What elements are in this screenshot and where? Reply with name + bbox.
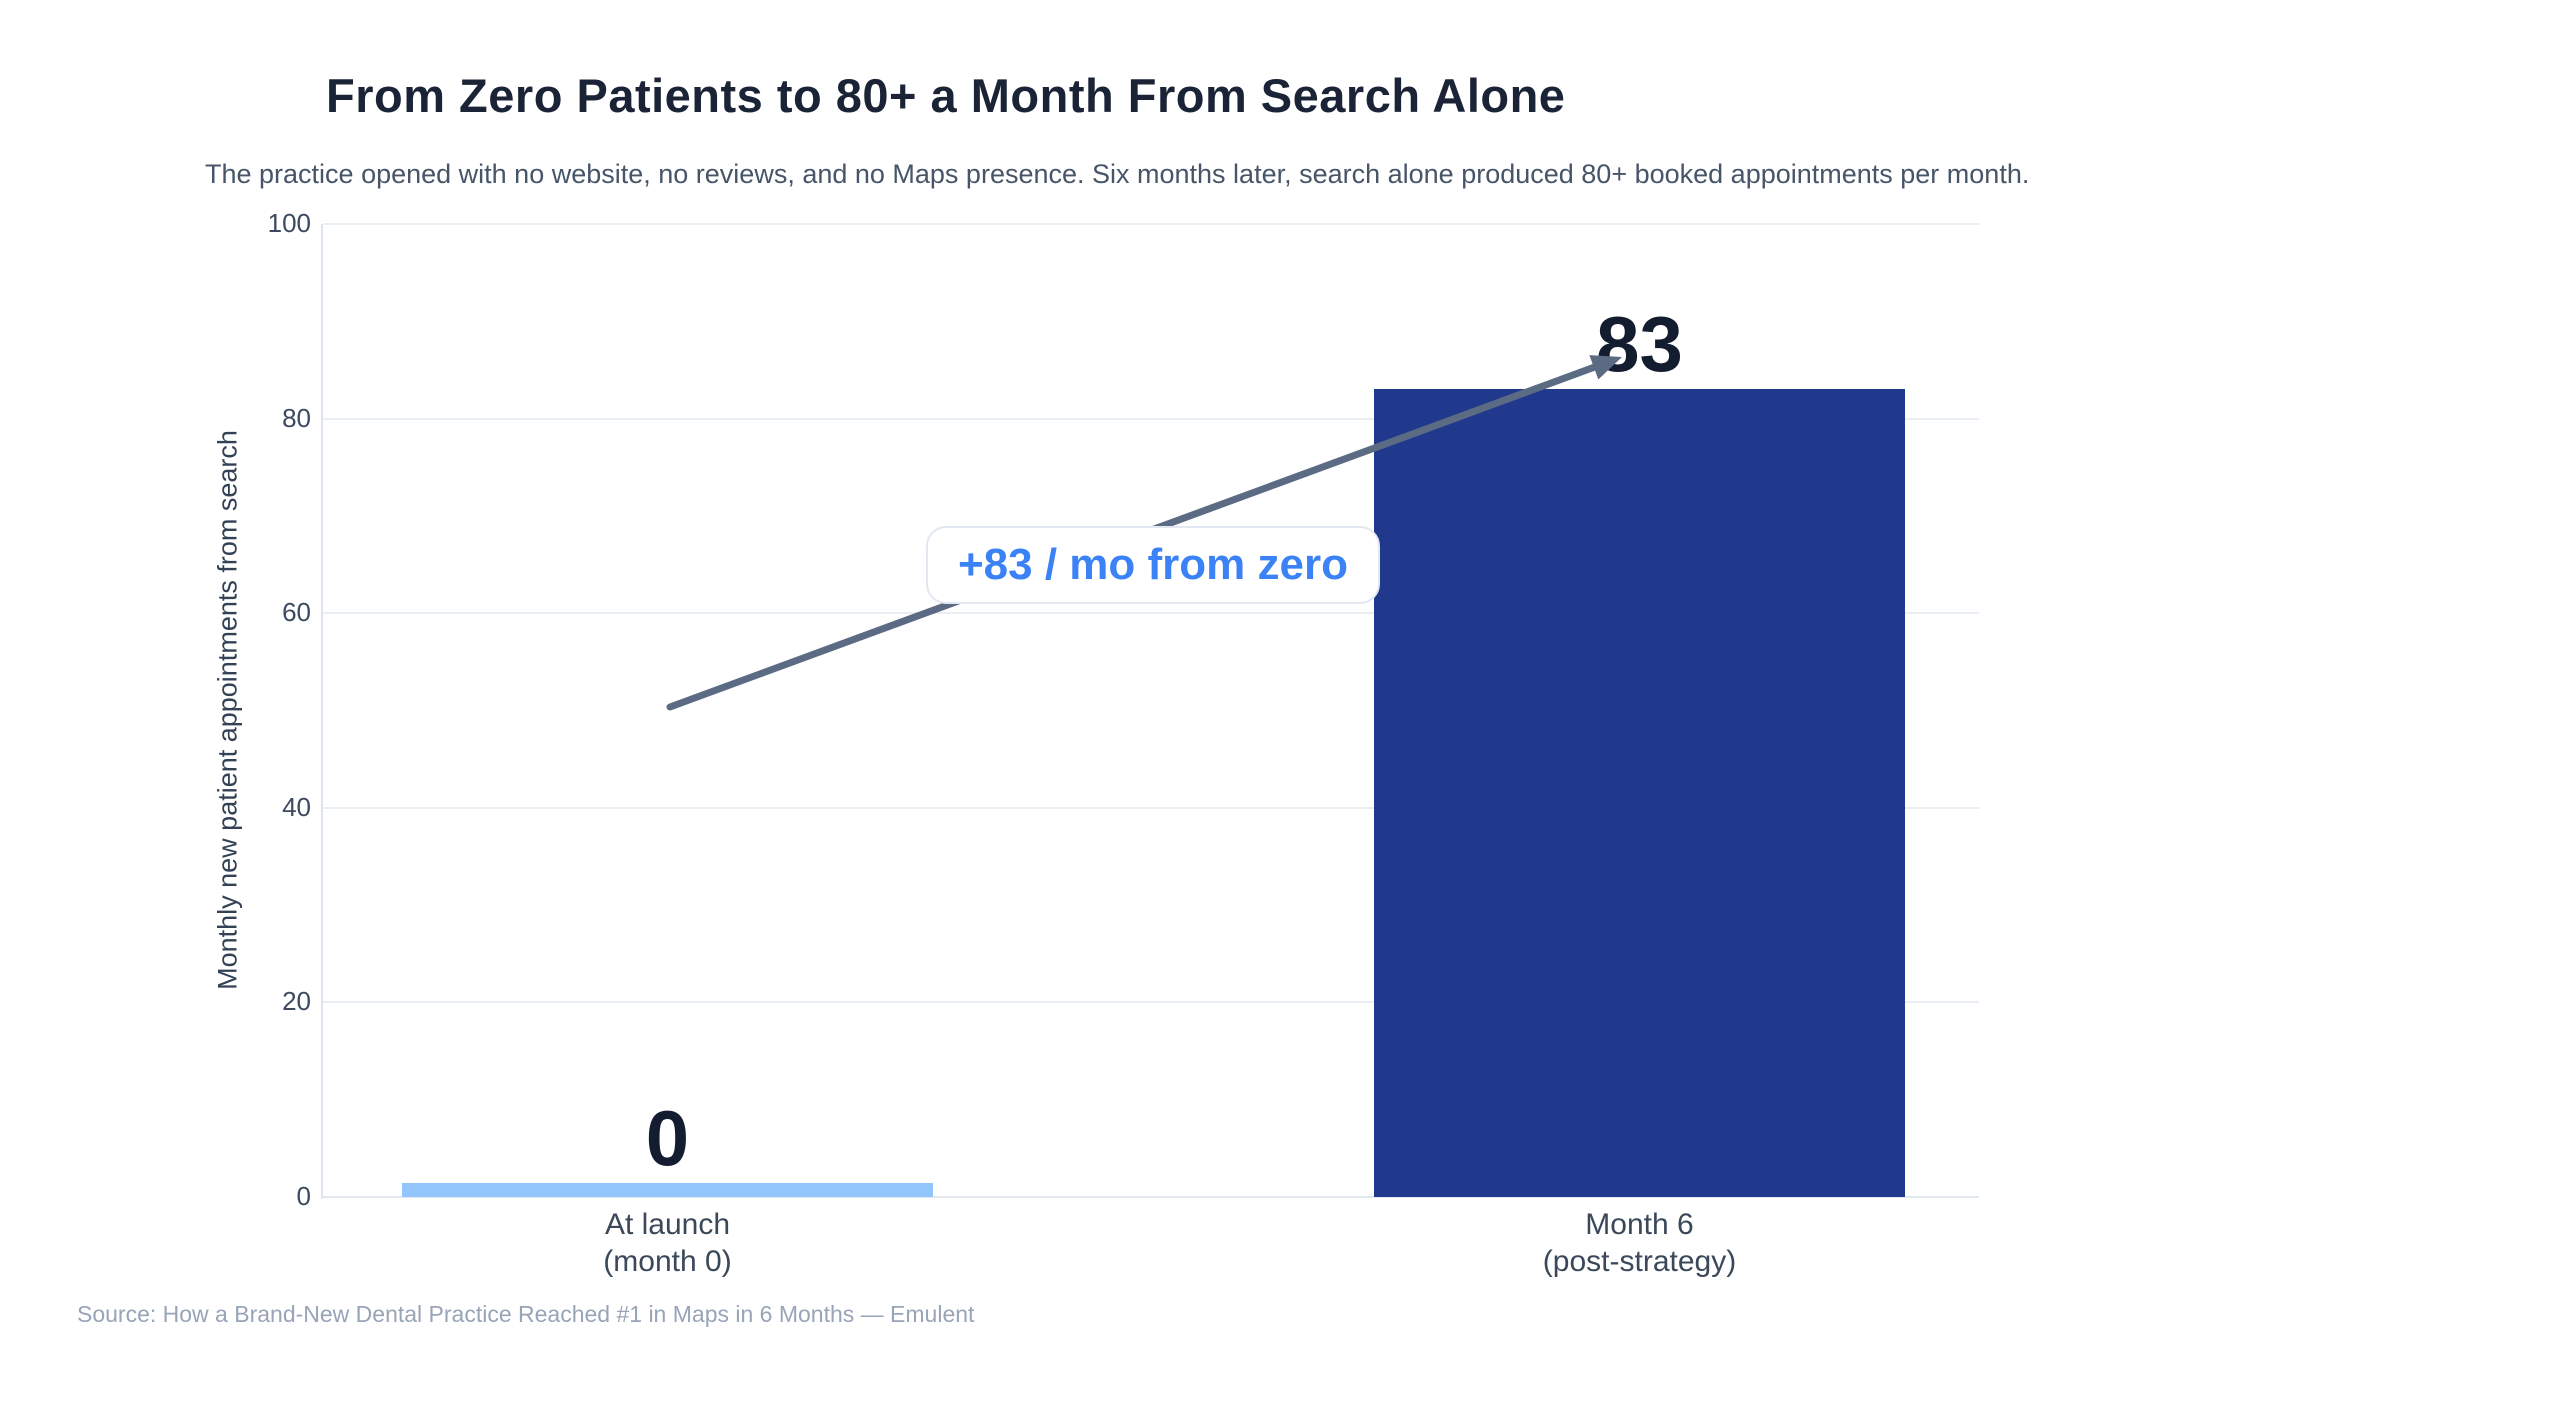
x-axis-line	[321, 1196, 1979, 1198]
chart-title: From Zero Patients to 80+ a Month From S…	[326, 69, 1566, 122]
y-tick-label-100: 100	[267, 208, 311, 238]
x-tick-line: (month 0)	[603, 1245, 732, 1278]
y-tick-label-0: 0	[296, 1181, 311, 1211]
gridline-y40	[323, 806, 1979, 809]
y-axis-label: Monthly new patient appointments from se…	[212, 430, 243, 990]
chart-subtitle: The practice opened with no website, no …	[205, 159, 2030, 189]
annotation-label: +83 / mo from zero	[957, 540, 1348, 589]
gridline-y100	[323, 223, 1979, 225]
bar-0	[402, 1183, 933, 1197]
bar-value-label-0: 0	[645, 1094, 690, 1182]
y-tick-label-40: 40	[282, 791, 311, 822]
y-tick-label-80: 80	[282, 402, 311, 433]
x-tick-label-1: Month 6 (post-strategy)	[1543, 1206, 1736, 1280]
bar-1	[1374, 389, 1905, 1197]
y-axis-line	[321, 224, 323, 1199]
x-tick-line: Month 6	[1585, 1208, 1694, 1241]
y-tick-label-20: 20	[282, 986, 311, 1017]
annotation-callout: +83 / mo from zero	[926, 526, 1380, 604]
x-tick-line: At launch	[604, 1208, 731, 1241]
x-tick-label-0: At launch (month 0)	[603, 1206, 731, 1280]
source-note: Source: How a Brand-New Dental Practice …	[77, 1301, 975, 1327]
bar-value-label-1: 83	[1596, 300, 1683, 389]
y-tick-label-60: 60	[282, 597, 311, 628]
gridline-y20	[323, 1001, 1979, 1004]
x-tick-line: (post-strategy)	[1542, 1245, 1737, 1278]
